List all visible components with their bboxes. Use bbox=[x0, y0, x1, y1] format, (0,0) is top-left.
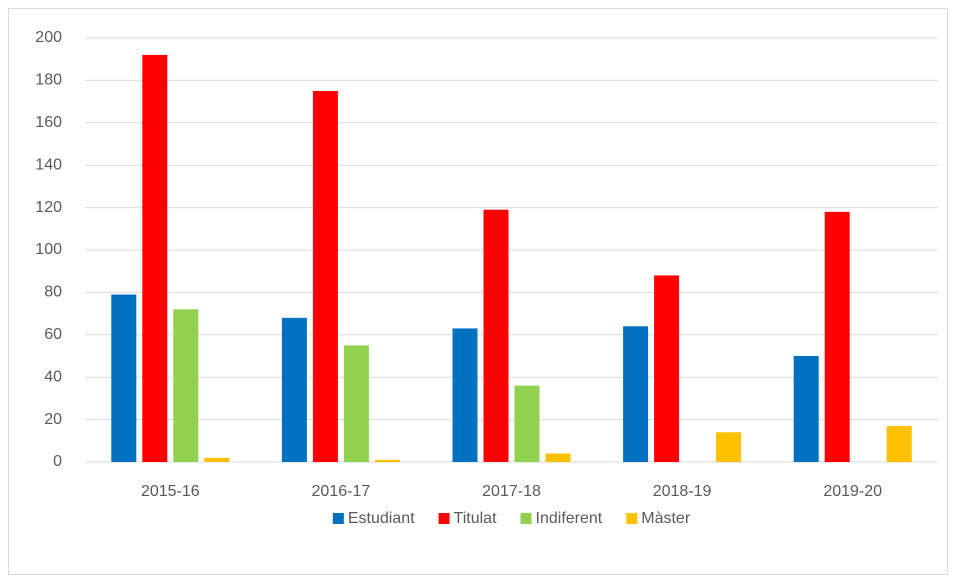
x-tick-label: 2015-16 bbox=[141, 483, 200, 500]
bar bbox=[654, 275, 680, 462]
bar bbox=[886, 425, 912, 462]
legend-swatch bbox=[520, 513, 532, 524]
bar bbox=[793, 356, 819, 462]
bar bbox=[623, 326, 649, 462]
x-tick-label: 2019-20 bbox=[823, 483, 882, 500]
y-tick-label: 60 bbox=[44, 326, 62, 343]
y-tick-label: 140 bbox=[35, 156, 62, 173]
bar bbox=[173, 309, 199, 462]
bar bbox=[204, 457, 230, 462]
y-tick-label: 200 bbox=[35, 29, 62, 46]
x-tick-label: 2017-18 bbox=[482, 483, 541, 500]
y-tick-label: 120 bbox=[35, 199, 62, 216]
bar bbox=[716, 432, 742, 462]
legend-label: Màster bbox=[641, 510, 691, 527]
bar bbox=[483, 209, 509, 462]
y-tick-label: 40 bbox=[44, 368, 62, 385]
bar bbox=[824, 211, 850, 462]
y-tick-label: 20 bbox=[44, 411, 62, 428]
x-tick-label: 2016-17 bbox=[312, 483, 371, 500]
bar bbox=[312, 91, 338, 462]
bar bbox=[514, 385, 540, 462]
y-tick-label: 180 bbox=[35, 72, 62, 89]
bar bbox=[281, 317, 307, 462]
bar bbox=[343, 345, 369, 462]
y-tick-label: 100 bbox=[35, 241, 62, 258]
x-tick-label: 2018-19 bbox=[653, 483, 712, 500]
legend-label: Indiferent bbox=[536, 510, 603, 527]
y-tick-label: 80 bbox=[44, 284, 62, 301]
legend-swatch bbox=[438, 513, 450, 524]
bar bbox=[374, 459, 400, 462]
legend-label: Titulat bbox=[454, 510, 498, 527]
y-tick-label: 0 bbox=[53, 453, 62, 470]
bar bbox=[452, 328, 478, 462]
y-tick-label: 160 bbox=[35, 114, 62, 131]
bar bbox=[545, 453, 571, 462]
legend-swatch bbox=[332, 513, 344, 524]
bar bbox=[142, 54, 168, 463]
bar bbox=[111, 294, 137, 462]
legend-label: Estudiant bbox=[348, 510, 415, 527]
legend-swatch bbox=[626, 513, 638, 524]
